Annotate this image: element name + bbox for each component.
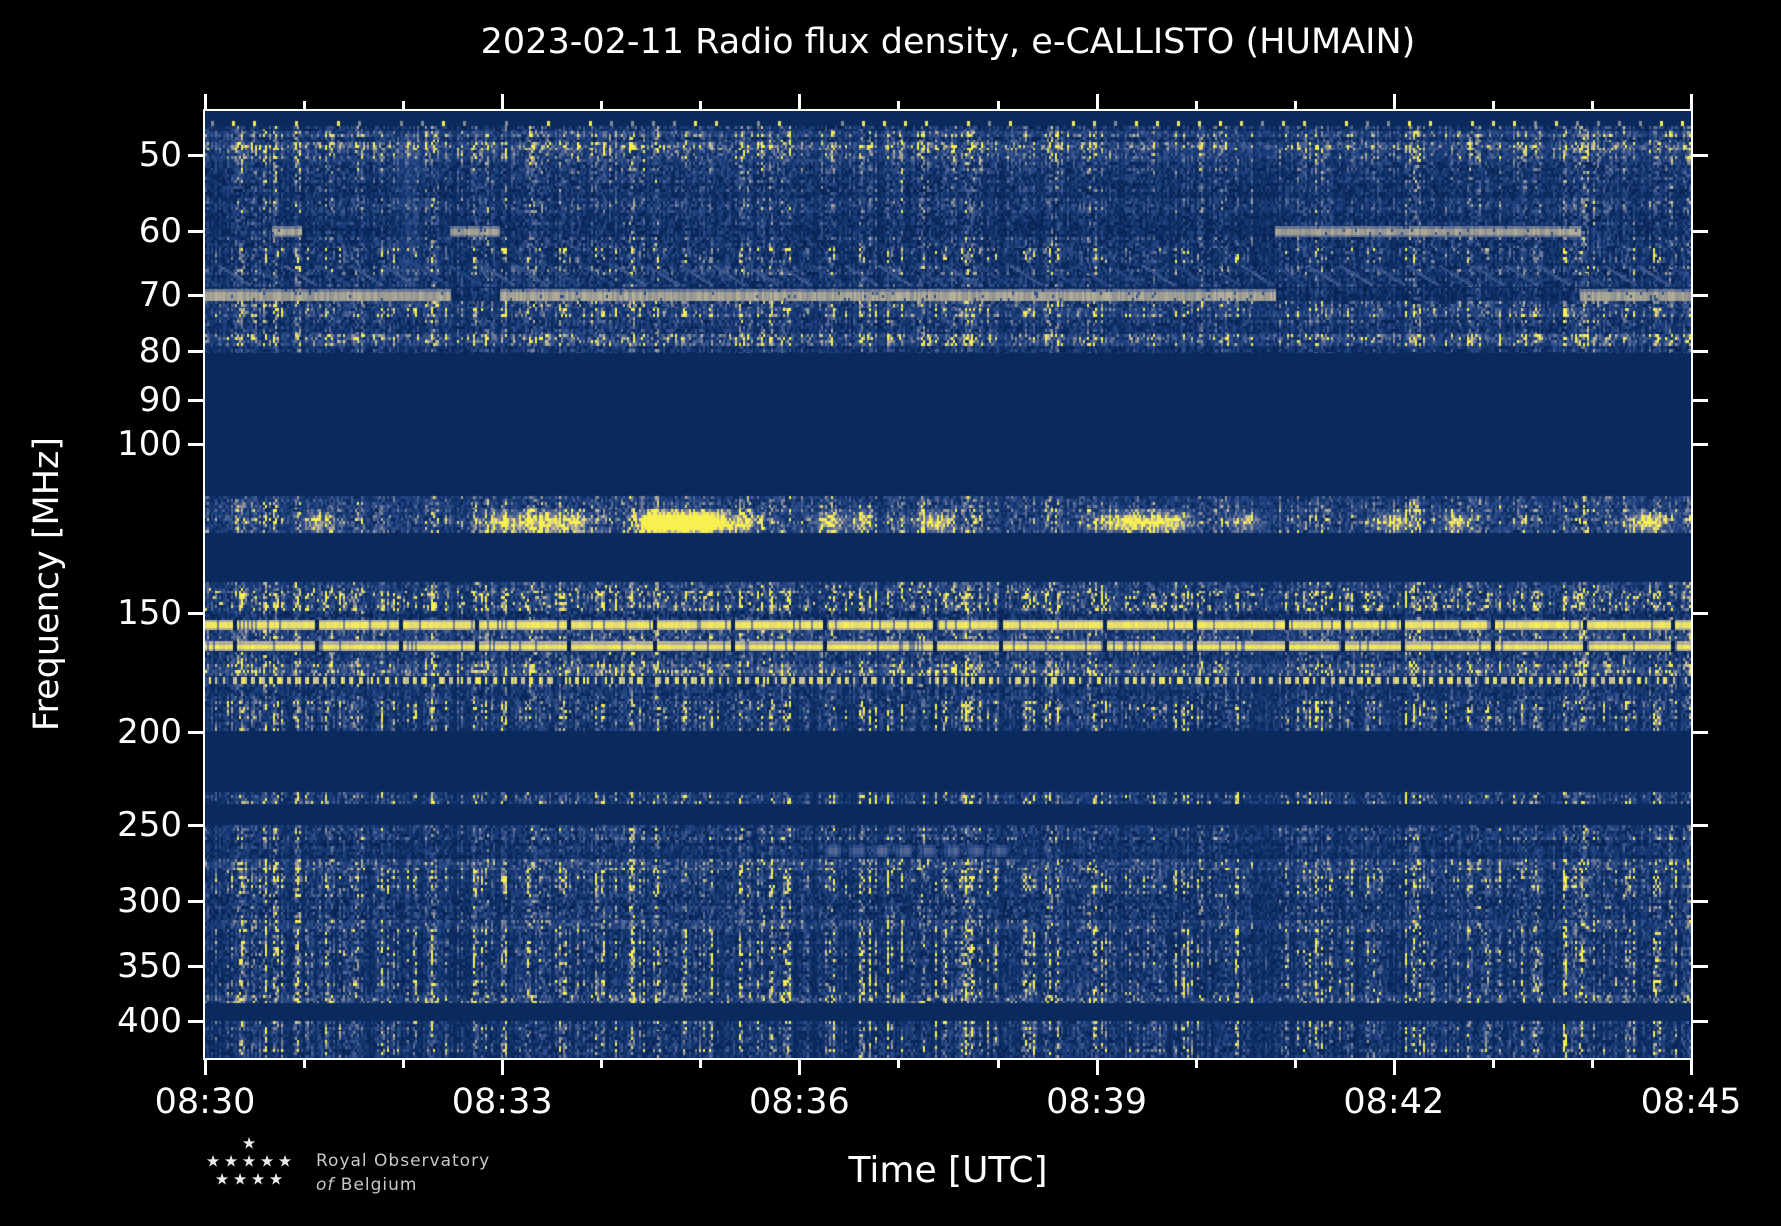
y-major-tick-right [1693,399,1708,402]
x-minor-tick [1492,1060,1495,1068]
x-minor-tick [1195,1060,1198,1068]
x-tick-label: 08:36 [748,1082,850,1122]
y-axis-label: Frequency [MHz] [27,436,67,732]
y-major-tick [188,443,203,446]
logo-text-line2: of Belgium [316,1173,490,1197]
x-major-tick [1690,1060,1693,1075]
y-major-tick [188,824,203,827]
y-tick-label: 90 [138,380,182,420]
x-minor-tick [600,1060,603,1068]
star-icon: ★ [205,1151,221,1171]
x-major-tick [798,1060,801,1075]
logo-text-of: of [316,1175,335,1195]
star-icon: ★ [241,1133,257,1153]
x-tick-label: 08:45 [1640,1082,1742,1122]
y-tick-label: 150 [117,593,182,633]
star-icon: ★ [241,1151,257,1171]
x-minor-tick [1294,1060,1297,1068]
y-major-tick [188,230,203,233]
star-icon: ★ [250,1169,266,1189]
logo-text-belgium: Belgium [340,1175,418,1195]
y-major-tick [188,350,203,353]
y-major-tick [188,1020,203,1023]
star-icon: ★ [214,1169,230,1189]
x-minor-tick-top [997,101,1000,109]
y-major-tick-right [1693,900,1708,903]
y-major-tick-right [1693,294,1708,297]
y-major-tick-right [1693,443,1708,446]
x-minor-tick [1591,1060,1594,1068]
y-major-tick [188,294,203,297]
y-major-tick-right [1693,731,1708,734]
x-minor-tick [997,1060,1000,1068]
x-minor-tick [402,1060,405,1068]
x-minor-tick-top [1492,101,1495,109]
chart-title: 2023-02-11 Radio flux density, e-CALLIST… [480,22,1416,62]
x-major-tick-top [204,94,207,109]
x-major-tick [501,1060,504,1075]
y-tick-label: 70 [138,275,182,315]
x-major-tick-top [1690,94,1693,109]
x-major-tick [204,1060,207,1075]
y-major-tick-right [1693,230,1708,233]
x-major-tick-top [798,94,801,109]
y-tick-label: 400 [117,1001,182,1041]
y-major-tick [188,154,203,157]
x-minor-tick-top [303,101,306,109]
spectrogram-canvas [205,111,1691,1058]
y-major-tick-right [1693,154,1708,157]
x-tick-label: 08:33 [451,1082,553,1122]
x-minor-tick-top [1294,101,1297,109]
y-tick-label: 50 [138,135,182,175]
y-major-tick [188,731,203,734]
x-axis-label: Time [UTC] [848,1150,1048,1191]
plot-frame [203,109,1693,1060]
x-minor-tick [699,1060,702,1068]
x-minor-tick-top [1195,101,1198,109]
x-minor-tick-top [897,101,900,109]
x-major-tick [1393,1060,1396,1075]
x-tick-label: 08:30 [154,1082,256,1122]
y-major-tick [188,965,203,968]
y-tick-label: 80 [138,331,182,371]
x-major-tick-top [1393,94,1396,109]
y-major-tick [188,399,203,402]
star-icon: ★ [232,1169,248,1189]
y-tick-label: 60 [138,211,182,251]
x-minor-tick-top [600,101,603,109]
x-minor-tick [303,1060,306,1068]
x-major-tick-top [501,94,504,109]
y-tick-label: 100 [117,424,182,464]
x-major-tick-top [1096,94,1099,109]
x-major-tick [1096,1060,1099,1075]
y-major-tick-right [1693,612,1708,615]
logo-text-line1: Royal Observatory [316,1151,491,1171]
x-tick-label: 08:39 [1046,1082,1148,1122]
y-major-tick [188,612,203,615]
y-major-tick-right [1693,965,1708,968]
logo-text: Royal Observatory of Belgium [316,1149,490,1197]
y-tick-label: 200 [117,712,182,752]
star-icon: ★ [223,1151,239,1171]
x-minor-tick-top [402,101,405,109]
star-icon: ★ [268,1169,284,1189]
y-tick-label: 350 [117,946,182,986]
x-minor-tick [897,1060,900,1068]
y-major-tick [188,900,203,903]
y-tick-label: 300 [117,881,182,921]
x-tick-label: 08:42 [1343,1082,1445,1122]
x-minor-tick-top [1591,101,1594,109]
y-major-tick-right [1693,1020,1708,1023]
y-major-tick-right [1693,824,1708,827]
x-minor-tick-top [699,101,702,109]
y-major-tick-right [1693,350,1708,353]
y-tick-label: 250 [117,805,182,845]
star-icon: ★ [277,1151,293,1171]
star-icon: ★ [259,1151,275,1171]
